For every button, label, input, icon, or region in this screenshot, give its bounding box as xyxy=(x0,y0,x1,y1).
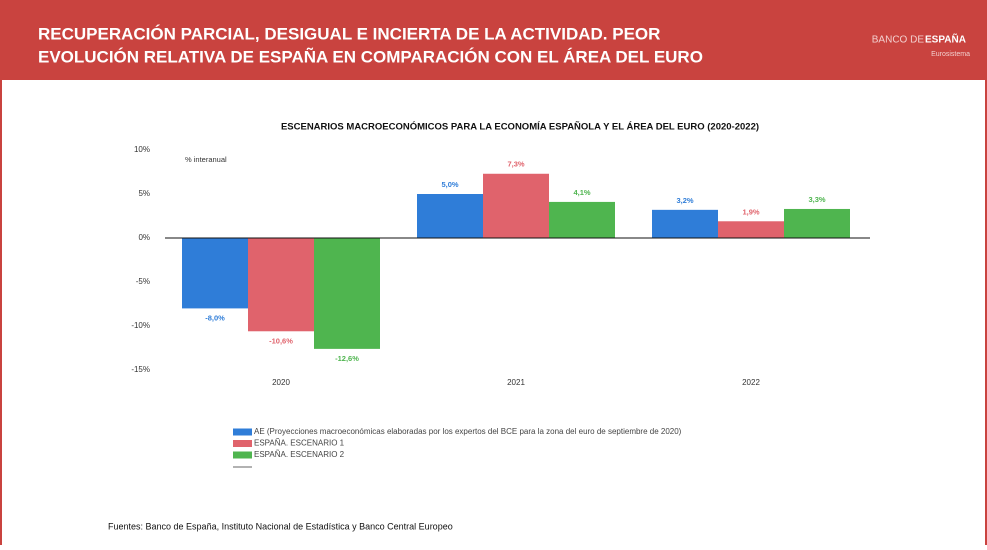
legend-label: ESPAÑA. ESCENARIO 1 xyxy=(254,439,345,448)
y-tick-label: 10% xyxy=(134,145,150,154)
bar xyxy=(784,208,850,238)
data-label: -10,6% xyxy=(269,336,293,345)
y-tick-label: -15% xyxy=(131,365,150,374)
y-tick-label: 5% xyxy=(138,189,150,198)
data-label: 7,3% xyxy=(507,160,524,169)
bar xyxy=(314,238,380,349)
header-band xyxy=(0,0,987,80)
data-label: -8,0% xyxy=(205,313,225,322)
logo: BANCO DE xyxy=(872,35,925,46)
bar xyxy=(549,201,615,238)
legend-label: ESPAÑA. ESCENARIO 2 xyxy=(254,450,345,459)
data-label: 1,9% xyxy=(742,207,759,216)
slide-title: EVOLUCIÓN RELATIVA DE ESPAÑA EN COMPARAC… xyxy=(38,46,703,66)
bar xyxy=(652,209,718,238)
x-tick-label: 2020 xyxy=(272,378,290,387)
bar xyxy=(182,238,248,309)
y-tick-label: -5% xyxy=(136,277,150,286)
data-label: 5,0% xyxy=(441,180,458,189)
bar xyxy=(248,238,314,332)
data-label: 4,1% xyxy=(573,188,590,197)
logo: ESPAÑA xyxy=(925,33,966,46)
x-tick-label: 2022 xyxy=(742,378,760,387)
y-tick-label: -10% xyxy=(131,321,150,330)
legend-label: AE (Proyecciones macroeconómicas elabora… xyxy=(254,427,682,436)
x-tick-label: 2021 xyxy=(507,378,525,387)
legend-swatch xyxy=(233,451,252,459)
logo-sub: Eurosistema xyxy=(931,51,970,58)
data-label: -12,6% xyxy=(335,354,359,363)
data-label: 3,3% xyxy=(808,195,825,204)
data-label: 3,2% xyxy=(676,196,693,205)
y-axis-label: % interanual xyxy=(185,155,227,164)
slide-title: RECUPERACIÓN PARCIAL, DESIGUAL E INCIERT… xyxy=(38,24,660,43)
bar xyxy=(417,194,483,238)
y-tick-label: 0% xyxy=(138,233,150,242)
legend-swatch xyxy=(233,428,252,436)
legend-swatch xyxy=(233,440,252,447)
source: Fuentes: Banco de España, Instituto Naci… xyxy=(108,521,453,531)
bar xyxy=(483,173,549,238)
bar xyxy=(718,221,784,238)
chart-title: ESCENARIOS MACROECONÓMICOS PARA LA ECONO… xyxy=(281,121,759,133)
